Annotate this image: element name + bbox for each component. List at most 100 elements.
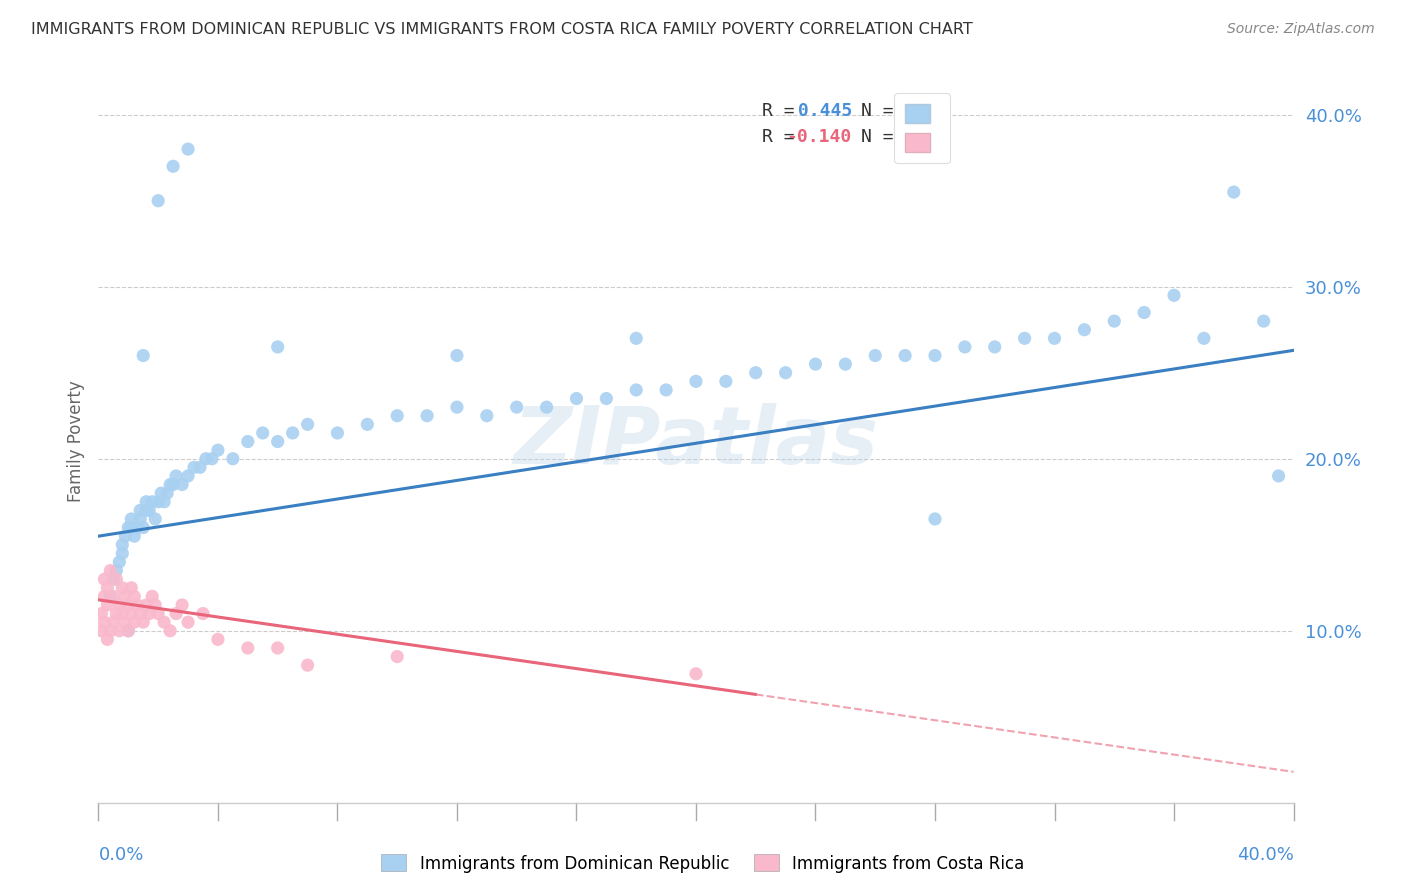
Point	[120, 607, 142, 621]
Point	[117, 598, 139, 612]
Point	[148, 607, 170, 621]
Point	[685, 375, 707, 389]
Point	[114, 529, 136, 543]
Point	[96, 632, 118, 647]
Point	[141, 494, 163, 508]
Point	[127, 520, 149, 534]
Point	[297, 658, 319, 673]
Point	[165, 607, 187, 621]
Point	[1014, 331, 1036, 345]
Point	[685, 666, 707, 681]
Point	[1223, 185, 1246, 199]
Point	[984, 340, 1007, 354]
Point	[159, 624, 181, 638]
Point	[153, 615, 176, 630]
Text: 0.445: 0.445	[787, 102, 852, 120]
Point	[90, 624, 112, 638]
Point	[117, 624, 139, 638]
Point	[1253, 314, 1275, 328]
Point	[385, 409, 409, 423]
Point	[416, 409, 439, 423]
Point	[714, 375, 737, 389]
Text: N = 46: N = 46	[860, 128, 927, 146]
Point	[135, 503, 157, 517]
Point	[162, 159, 184, 173]
Point	[446, 349, 468, 363]
Point	[1267, 469, 1289, 483]
Legend: Immigrants from Dominican Republic, Immigrants from Costa Rica: Immigrants from Dominican Republic, Immi…	[374, 847, 1032, 880]
Point	[834, 357, 856, 371]
Point	[93, 572, 115, 586]
Point	[207, 443, 229, 458]
Text: ZIPatlas: ZIPatlas	[513, 402, 879, 481]
Point	[98, 590, 122, 604]
Point	[475, 409, 498, 423]
Point	[103, 572, 125, 586]
Point	[124, 590, 146, 604]
Point	[236, 640, 259, 655]
Point	[177, 615, 200, 630]
Point	[446, 400, 468, 414]
Point	[1073, 323, 1095, 337]
Point	[252, 425, 274, 440]
Point	[1163, 288, 1185, 302]
Point	[90, 607, 112, 621]
Point	[236, 434, 259, 449]
Point	[595, 392, 617, 406]
Point	[141, 590, 163, 604]
Point	[162, 477, 184, 491]
Point	[124, 529, 146, 543]
Point	[132, 349, 155, 363]
Point	[775, 366, 797, 380]
Point	[129, 503, 152, 517]
Point	[894, 349, 917, 363]
Point	[804, 357, 827, 371]
Text: -0.140: -0.140	[787, 128, 852, 146]
Point	[103, 590, 125, 604]
Point	[120, 520, 142, 534]
Point	[655, 383, 678, 397]
Point	[153, 494, 176, 508]
Point	[93, 590, 115, 604]
Point	[143, 512, 166, 526]
Point	[124, 615, 146, 630]
Point	[1192, 331, 1215, 345]
Point	[132, 520, 155, 534]
Point	[135, 494, 157, 508]
Point	[132, 615, 155, 630]
Point	[267, 640, 290, 655]
Text: IMMIGRANTS FROM DOMINICAN REPUBLIC VS IMMIGRANTS FROM COSTA RICA FAMILY POVERTY : IMMIGRANTS FROM DOMINICAN REPUBLIC VS IM…	[31, 22, 973, 37]
Point	[143, 598, 166, 612]
Point	[172, 598, 194, 612]
Y-axis label: Family Poverty: Family Poverty	[66, 381, 84, 502]
Point	[183, 460, 205, 475]
Point	[188, 460, 211, 475]
Point	[165, 469, 187, 483]
Point	[281, 425, 304, 440]
Text: 0.0%: 0.0%	[98, 847, 143, 864]
Point	[103, 615, 125, 630]
Point	[172, 477, 194, 491]
Point	[148, 194, 170, 208]
Point	[953, 340, 976, 354]
Point	[356, 417, 378, 432]
Point	[129, 512, 152, 526]
Point	[177, 469, 200, 483]
Point	[108, 624, 131, 638]
Point	[127, 598, 149, 612]
Point	[267, 340, 290, 354]
Point	[201, 451, 224, 466]
Point	[96, 581, 118, 595]
Point	[297, 417, 319, 432]
Point	[1133, 305, 1156, 319]
Point	[1104, 314, 1126, 328]
Point	[105, 564, 128, 578]
Text: N = 82: N = 82	[860, 102, 927, 120]
Point	[745, 366, 768, 380]
Point	[120, 512, 142, 526]
Point	[120, 581, 142, 595]
Text: Source: ZipAtlas.com: Source: ZipAtlas.com	[1227, 22, 1375, 37]
Point	[506, 400, 529, 414]
Point	[117, 624, 139, 638]
Point	[114, 590, 136, 604]
